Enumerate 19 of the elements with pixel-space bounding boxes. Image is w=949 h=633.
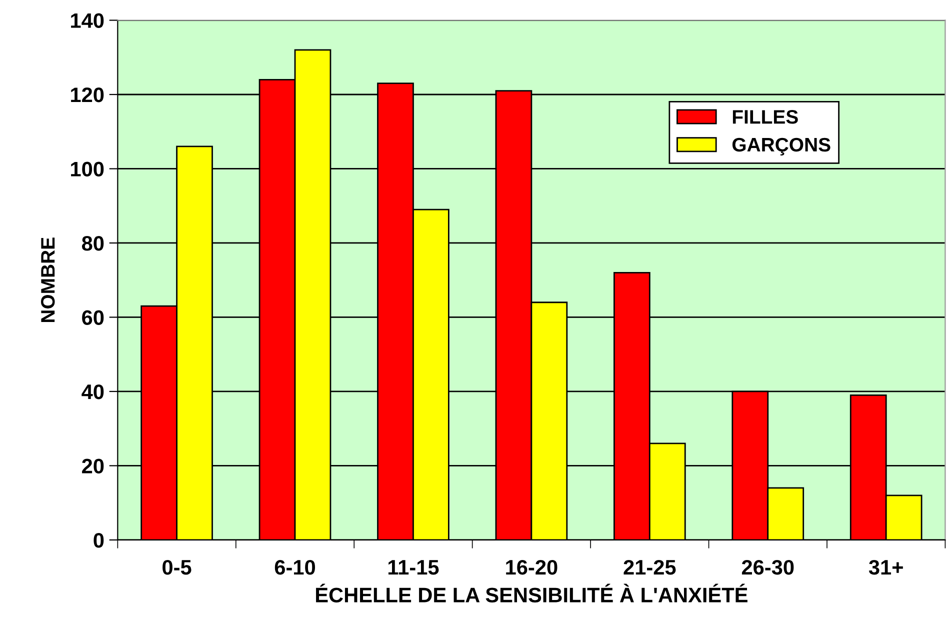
legend-label: FILLES bbox=[732, 110, 798, 124]
y-tick-label: 80 bbox=[82, 236, 104, 251]
y-tick-label: 100 bbox=[71, 162, 104, 176]
x-tick-label: 16-20 bbox=[506, 560, 558, 575]
x-tick-label: 0-5 bbox=[162, 560, 192, 575]
x-tick-label: 11-15 bbox=[388, 560, 439, 575]
y-tick-label: 40 bbox=[82, 384, 104, 400]
y-tick-label: 120 bbox=[71, 88, 104, 102]
y-tick-label: 20 bbox=[82, 458, 104, 474]
legend-label: GARÇONS bbox=[732, 138, 830, 156]
y-tick-label: 140 bbox=[71, 13, 104, 28]
x-tick-label: 21-25 bbox=[624, 560, 676, 575]
x-axis-title: ÉCHELLE DE LA SENSIBILITÉ À L'ANXIÉTÉ bbox=[316, 584, 748, 602]
x-tick-label: 31+ bbox=[868, 560, 903, 575]
y-axis-title: NOMBRE bbox=[41, 238, 55, 322]
y-tick-label: 60 bbox=[82, 310, 104, 325]
x-tick-label: 26-30 bbox=[742, 560, 794, 575]
y-tick-label: 0 bbox=[94, 532, 104, 548]
x-tick-label: 6-10 bbox=[274, 560, 315, 575]
